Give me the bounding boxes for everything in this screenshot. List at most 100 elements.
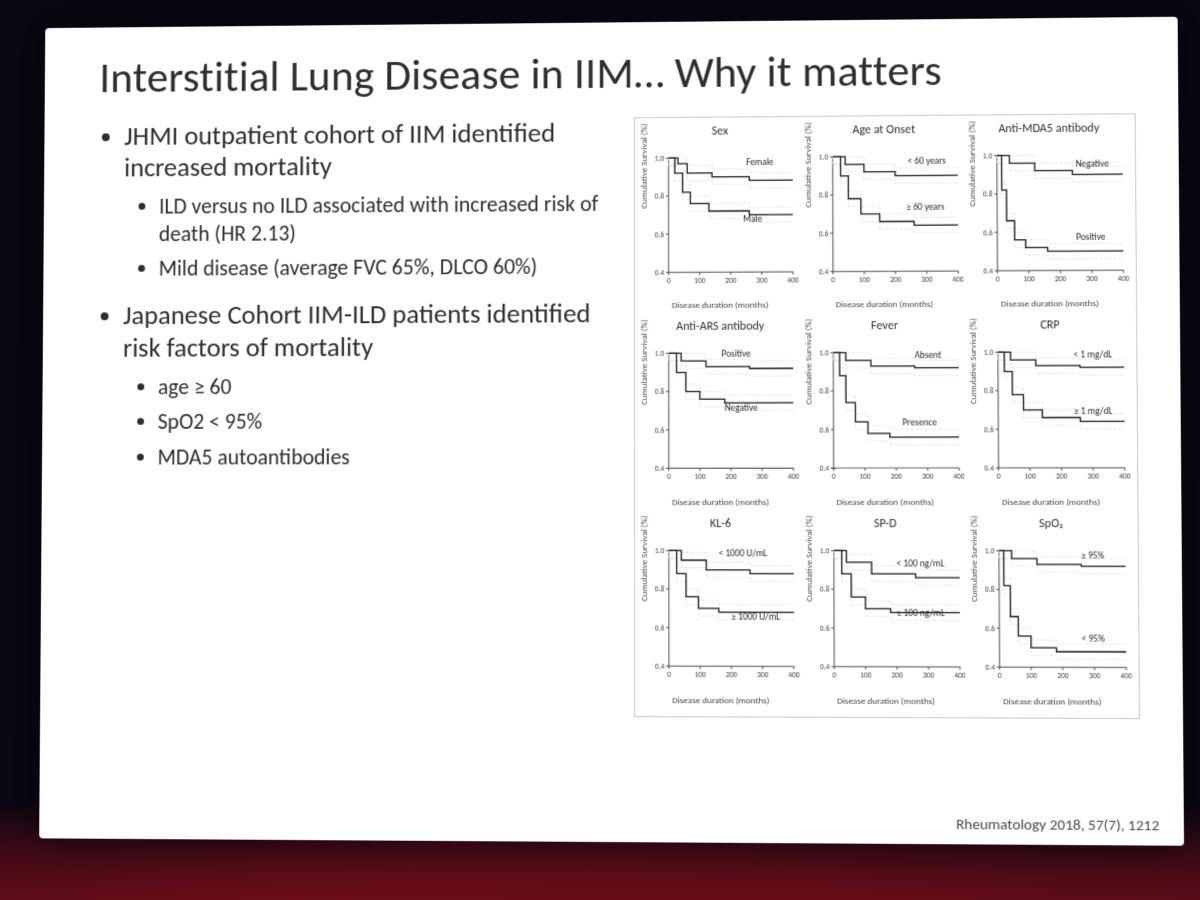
- km-panel-title: Fever: [805, 318, 964, 336]
- km-ylabel: Cumulative Survival (%): [639, 123, 650, 208]
- svg-text:Negative: Negative: [1076, 158, 1110, 169]
- svg-text:200: 200: [890, 275, 902, 284]
- km-xlabel: Disease duration (months): [805, 299, 964, 311]
- svg-text:Presence: Presence: [902, 418, 937, 429]
- km-panel-title: Sex: [641, 122, 798, 140]
- km-panel-1: Age at OnsetCumulative Survival (%)0.40.…: [805, 121, 964, 312]
- svg-text:100: 100: [859, 275, 871, 284]
- slide: Interstitial Lung Disease in IIM… Why it…: [39, 17, 1184, 846]
- svg-text:100: 100: [695, 670, 707, 679]
- svg-text:Male: Male: [744, 214, 764, 225]
- svg-text:100: 100: [695, 276, 707, 285]
- bullet-list: JHMI outpatient cohort of IIM identified…: [97, 117, 615, 471]
- km-panel-title: Anti-MDA5 antibody: [969, 120, 1129, 138]
- svg-text:100: 100: [1024, 274, 1036, 283]
- svg-text:300: 300: [757, 472, 769, 481]
- svg-text:0.8: 0.8: [819, 387, 829, 396]
- svg-text:0.4: 0.4: [986, 663, 996, 672]
- svg-text:< 100 ng/mL: < 100 ng/mL: [897, 558, 945, 569]
- svg-text:0: 0: [667, 472, 671, 481]
- svg-text:300: 300: [922, 472, 934, 481]
- svg-text:0.6: 0.6: [655, 426, 665, 435]
- svg-text:300: 300: [921, 275, 933, 284]
- km-ylabel: Cumulative Survival (%): [639, 516, 650, 602]
- svg-text:400: 400: [788, 472, 799, 481]
- svg-text:0.6: 0.6: [655, 623, 665, 632]
- km-panel-title: CRP: [970, 317, 1130, 335]
- svg-text:100: 100: [1025, 472, 1037, 481]
- svg-text:0.6: 0.6: [986, 624, 996, 633]
- km-xlabel: Disease duration (months): [641, 497, 799, 508]
- svg-text:Female: Female: [747, 156, 775, 167]
- svg-text:1.0: 1.0: [820, 546, 830, 555]
- km-ylabel: Cumulative Survival (%): [803, 318, 814, 404]
- km-ylabel: Cumulative Survival (%): [803, 122, 814, 207]
- svg-text:0.8: 0.8: [985, 585, 995, 594]
- km-xlabel: Disease duration (months): [972, 696, 1133, 708]
- svg-text:0.6: 0.6: [819, 229, 829, 238]
- svg-text:< 60 years: < 60 years: [908, 155, 947, 166]
- svg-text:200: 200: [891, 472, 903, 481]
- citation: Rheumatology 2018, 57(7), 1212: [956, 816, 1159, 836]
- bullet-2-text: Japanese Cohort IIM-ILD patients identif…: [123, 297, 591, 364]
- svg-text:1.0: 1.0: [984, 348, 994, 357]
- svg-text:0.8: 0.8: [655, 387, 665, 396]
- bullet-2-sub-2: SpO2 < 95%: [158, 407, 615, 435]
- km-svg: 0.40.60.81.00100200300400FemaleMale: [641, 139, 799, 302]
- svg-text:400: 400: [789, 670, 800, 679]
- svg-text:300: 300: [923, 671, 935, 680]
- svg-text:1.0: 1.0: [983, 151, 993, 160]
- svg-text:0.4: 0.4: [655, 464, 665, 473]
- km-xlabel: Disease duration (months): [641, 300, 799, 312]
- km-panel-8: SpO₂Cumulative Survival (%)0.40.60.81.00…: [971, 516, 1133, 710]
- svg-text:0.8: 0.8: [984, 387, 994, 396]
- svg-text:Absent: Absent: [915, 350, 942, 361]
- svg-text:0.4: 0.4: [985, 464, 995, 473]
- svg-text:300: 300: [1088, 472, 1100, 481]
- svg-text:0.4: 0.4: [655, 662, 665, 671]
- bullet-1-text: JHMI outpatient cohort of IIM identified…: [124, 116, 555, 184]
- svg-text:Positive: Positive: [722, 349, 752, 360]
- svg-text:1.0: 1.0: [985, 546, 995, 555]
- svg-text:200: 200: [726, 276, 738, 285]
- km-svg: 0.40.60.81.00100200300400AbsentPresence: [805, 335, 965, 499]
- svg-text:0: 0: [831, 275, 835, 284]
- svg-text:200: 200: [1055, 274, 1067, 283]
- km-ylabel: Cumulative Survival (%): [967, 121, 979, 207]
- svg-text:0: 0: [997, 472, 1001, 481]
- svg-text:400: 400: [953, 274, 964, 283]
- text-column: JHMI outpatient cohort of IIM identified…: [95, 117, 614, 717]
- svg-text:0.8: 0.8: [655, 585, 665, 594]
- km-panel-5: CRPCumulative Survival (%)0.40.60.81.001…: [970, 317, 1131, 510]
- svg-text:< 95%: < 95%: [1082, 634, 1106, 645]
- km-chart-grid: SexCumulative Survival (%)0.40.60.81.001…: [634, 113, 1140, 719]
- svg-text:0.8: 0.8: [819, 190, 829, 199]
- svg-text:200: 200: [726, 670, 738, 679]
- km-panel-7: SP-DCumulative Survival (%)0.40.60.81.00…: [806, 516, 966, 709]
- svg-text:≥ 100 ng/mL: ≥ 100 ng/mL: [897, 608, 945, 619]
- km-ylabel: Cumulative Survival (%): [639, 319, 650, 405]
- svg-text:100: 100: [860, 671, 872, 680]
- charts-column: SexCumulative Survival (%)0.40.60.81.001…: [634, 113, 1140, 719]
- svg-text:1.0: 1.0: [655, 349, 665, 358]
- km-panel-3: Anti-ARS antibodyCumulative Survival (%)…: [641, 319, 799, 510]
- svg-text:Negative: Negative: [725, 403, 759, 414]
- bullet-2: Japanese Cohort IIM-ILD patients identif…: [122, 298, 614, 471]
- bullet-2-sub-3: MDA5 autoantibodies: [157, 443, 614, 471]
- svg-text:Positive: Positive: [1076, 231, 1106, 242]
- svg-text:0: 0: [668, 670, 672, 679]
- km-svg: 0.40.60.81.00100200300400< 1000 U/mL≥ 10…: [641, 533, 800, 697]
- bullet-2-sub-1: age ≥ 60: [158, 372, 615, 401]
- km-svg: 0.40.60.81.00100200300400PositiveNegativ…: [641, 336, 799, 499]
- bullet-2-sublist: age ≥ 60 SpO2 < 95% MDA5 autoantibodies: [122, 372, 614, 471]
- svg-text:0: 0: [832, 670, 836, 679]
- svg-text:0: 0: [996, 274, 1000, 283]
- km-xlabel: Disease duration (months): [971, 497, 1131, 508]
- svg-text:100: 100: [859, 472, 871, 481]
- svg-text:0.4: 0.4: [820, 662, 830, 671]
- km-svg: 0.40.60.81.00100200300400< 1 mg/dL≥ 1 mg…: [970, 334, 1131, 498]
- km-panel-title: SP-D: [806, 516, 965, 533]
- km-panel-4: FeverCumulative Survival (%)0.40.60.81.0…: [805, 318, 965, 510]
- svg-text:1.0: 1.0: [655, 153, 665, 162]
- svg-text:0.8: 0.8: [983, 189, 993, 198]
